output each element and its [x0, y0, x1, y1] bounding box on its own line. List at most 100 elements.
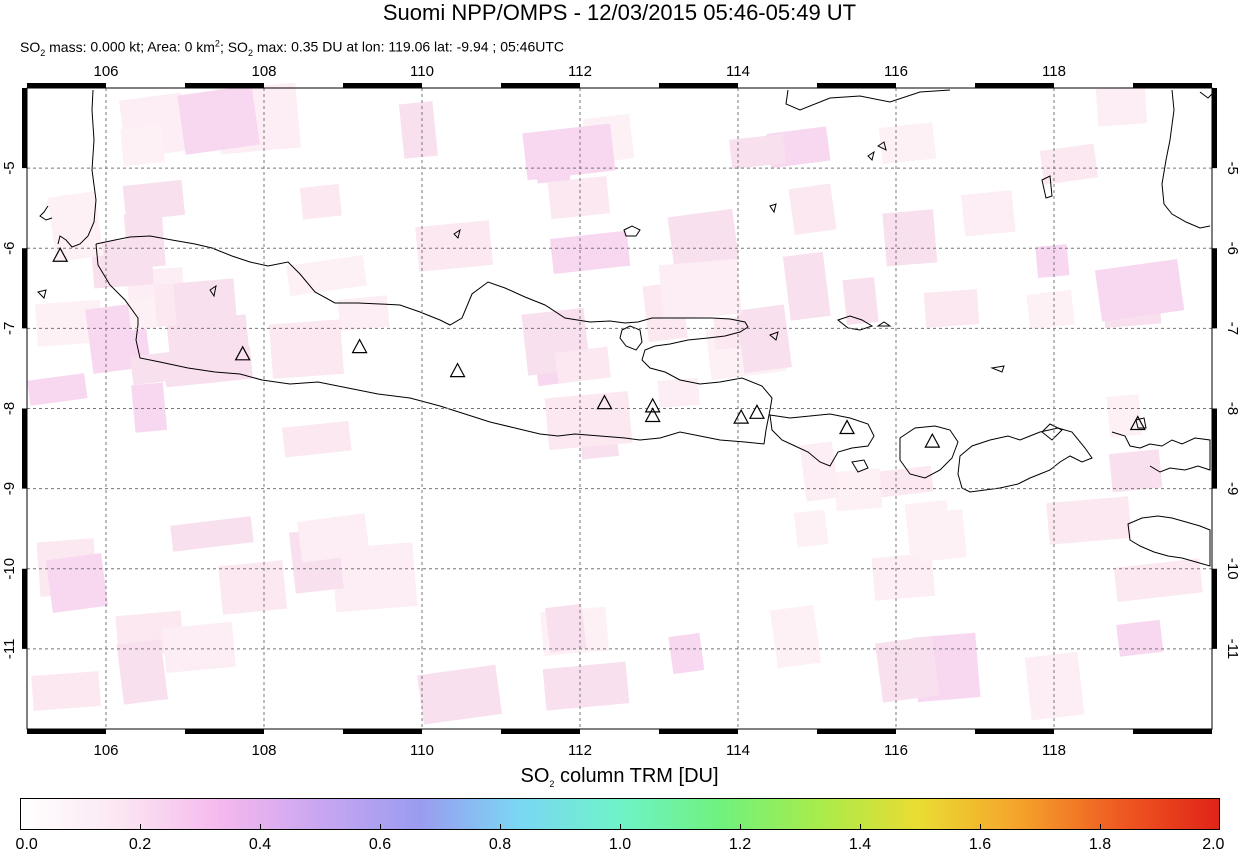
- frame-bar: [1133, 83, 1212, 88]
- frame-bar: [975, 729, 1054, 734]
- axis-tick-label: -6: [1, 242, 18, 255]
- frame-bar: [659, 83, 738, 88]
- so2-pixel: [668, 633, 704, 674]
- volcano-marker: [646, 409, 660, 422]
- colorbar-tick-mark: [740, 824, 741, 830]
- frame-bar: [1212, 248, 1217, 328]
- so2-pixel: [131, 382, 167, 432]
- frame-bar: [185, 729, 264, 734]
- so2-pixel: [543, 662, 630, 711]
- frame-bar: [975, 83, 1054, 88]
- colorbar-tick-label: 0.2: [129, 836, 151, 854]
- axis-tick-label: -6: [1224, 242, 1239, 255]
- frame-bar: [1133, 729, 1212, 734]
- frame-bar: [501, 729, 580, 734]
- so2-pixel: [1026, 290, 1075, 330]
- colorbar-tick-label: 0.8: [489, 836, 511, 854]
- so2-pixel: [1109, 449, 1163, 492]
- so2-pixel: [736, 305, 792, 374]
- volcano-marker: [353, 340, 367, 353]
- so2-pixel: [27, 373, 87, 406]
- colorbar-tick-label: 0.6: [369, 836, 391, 854]
- axis-tick-label: -8: [1, 402, 18, 415]
- so2-pixel: [162, 622, 236, 673]
- volcano-marker: [734, 410, 748, 423]
- axis-tick-label: 112: [568, 63, 592, 80]
- volcano-marker: [451, 364, 465, 377]
- axis-tick-label: -9: [1224, 482, 1239, 495]
- colorbar-tick-mark: [980, 824, 981, 830]
- axis-tick-label: 118: [1042, 742, 1066, 759]
- frame-bar: [22, 248, 27, 328]
- frame-bar: [343, 83, 422, 88]
- axis-tick-label: -11: [1224, 639, 1239, 660]
- frame-bar: [1212, 88, 1217, 168]
- axis-tick-label: -10: [1224, 558, 1239, 580]
- colorbar-tick-mark: [500, 824, 501, 830]
- so2-pixel: [177, 85, 259, 155]
- axis-tick-label: -11: [1, 639, 18, 660]
- frame-bar: [22, 88, 27, 168]
- axis-tick-label: 114: [726, 63, 750, 80]
- so2-pixel: [1095, 259, 1184, 322]
- so2-pixel: [338, 295, 390, 331]
- lon-labels-bottom: 106 108 110 112 114 116 118: [93, 742, 1065, 759]
- so2-pixel: [1035, 244, 1069, 278]
- so2-pixel: [1096, 86, 1147, 127]
- frame-bar: [501, 83, 580, 88]
- so2-pixel: [879, 122, 936, 164]
- so2-pixel: [218, 560, 287, 615]
- so2-pixel: [1040, 144, 1098, 185]
- axis-tick-label: 118: [1042, 63, 1066, 80]
- so2-pixel: [783, 252, 831, 321]
- colorbar-tick-label: 2.0: [1202, 836, 1224, 854]
- so2-pixel: [1106, 394, 1142, 437]
- so2-pixel: [770, 605, 821, 669]
- so2-pixel: [1046, 496, 1131, 544]
- so2-pixel: [961, 190, 1016, 237]
- frame-bar: [659, 729, 738, 734]
- axis-tick-label: 116: [884, 742, 908, 759]
- lon-labels-top: 106 108 110 112 114 116 118: [93, 63, 1065, 80]
- so2-pixel: [286, 255, 367, 296]
- lat-labels-right: -5 -6 -7 -8 -9 -10 -11: [1224, 161, 1239, 659]
- so2-pixel: [1116, 620, 1163, 657]
- axis-tick-label: 110: [410, 742, 434, 759]
- so2-pixel: [794, 509, 829, 547]
- colorbar-tick-mark: [860, 824, 861, 830]
- frame-bar: [22, 569, 27, 649]
- axis-tick-label: 108: [251, 742, 276, 759]
- so2-pixel: [31, 671, 101, 711]
- so2-pixel: [924, 289, 980, 328]
- colorbar-tick-label: 0.0: [16, 836, 38, 854]
- axis-tick-label: -7: [1224, 322, 1239, 335]
- so2-pixel: [300, 184, 342, 220]
- volcano-marker: [750, 405, 764, 418]
- frame-bar: [1212, 569, 1217, 649]
- so2-pixel: [729, 134, 786, 169]
- axis-tick-label: -10: [1, 558, 18, 580]
- colorbar-tick-label: 1.6: [969, 836, 991, 854]
- so2-pixel: [834, 469, 883, 512]
- axis-tick-label: 108: [251, 63, 276, 80]
- frame-bar: [1212, 409, 1217, 489]
- so2-pixel: [905, 500, 953, 558]
- frame-bar: [27, 729, 106, 734]
- axis-tick-label: -8: [1224, 402, 1239, 415]
- frame-bar: [27, 83, 106, 88]
- axis-tick-label: 114: [726, 742, 750, 759]
- volcano-marker: [925, 434, 939, 447]
- colorbar-tick-mark: [260, 824, 261, 830]
- volcano-marker: [840, 421, 854, 434]
- volcano-marker: [646, 399, 660, 412]
- so2-pixel: [522, 123, 615, 180]
- axis-tick-label: 106: [93, 742, 118, 759]
- lat-labels-left: -5 -6 -7 -8 -9 -10 -11: [1, 161, 18, 659]
- so2-pixel: [399, 101, 438, 159]
- colorbar-tick-mark: [380, 824, 381, 830]
- so2-pixel-layer: [27, 83, 1203, 725]
- colorbar-tick-mark: [620, 824, 621, 830]
- frame-bar: [22, 409, 27, 489]
- so2-pixel: [550, 231, 630, 274]
- colorbar-tick-label: 1.4: [849, 836, 871, 854]
